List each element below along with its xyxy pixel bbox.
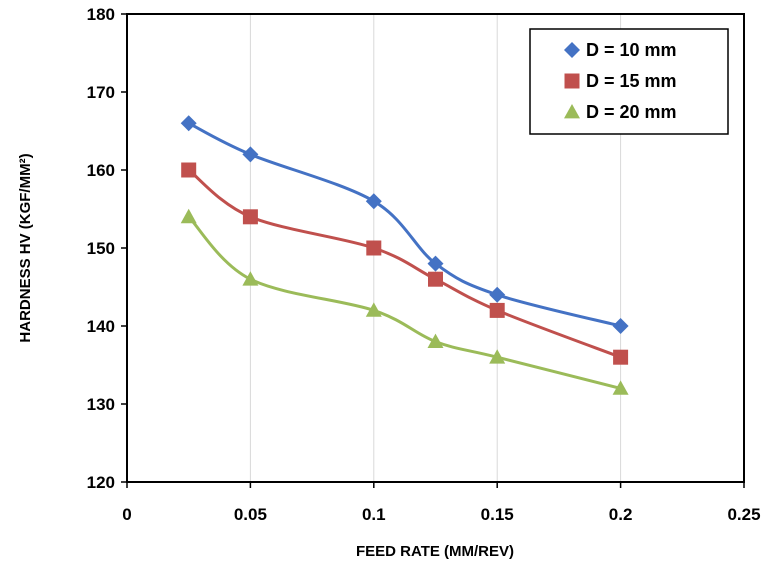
- series-square: [181, 162, 629, 365]
- y-tick-label: 120: [87, 473, 115, 492]
- legend-marker-diamond: [564, 42, 580, 58]
- data-point-diamond: [427, 255, 444, 272]
- x-tick-label: 0.1: [362, 505, 386, 524]
- data-point-diamond: [180, 115, 197, 132]
- data-point-diamond: [242, 146, 259, 163]
- legend-marker-square: [564, 73, 580, 89]
- x-tick-label: 0.05: [234, 505, 267, 524]
- data-point-triangle: [489, 349, 506, 364]
- data-point-diamond: [612, 318, 629, 334]
- legend-marker-triangle: [564, 104, 580, 119]
- data-point-triangle: [180, 208, 197, 224]
- x-tick-label: 0.25: [727, 505, 760, 524]
- series-triangle: [180, 208, 629, 395]
- legend: D = 10 mm D = 15 mm D = 20 mm: [529, 28, 729, 135]
- data-point-square: [366, 240, 382, 256]
- data-point-square: [181, 162, 197, 178]
- legend-label: D = 15 mm: [586, 71, 677, 91]
- data-point-square: [428, 271, 443, 287]
- data-point-triangle: [365, 302, 382, 317]
- data-point-square: [613, 349, 629, 365]
- series-line: [187, 168, 622, 359]
- legend-label: D = 10 mm: [586, 40, 677, 60]
- x-axis-ticks: 0 0.05 0.1 0.15 0.2 0.25: [122, 482, 761, 524]
- data-point-diamond: [365, 193, 382, 210]
- data-point-triangle: [242, 271, 259, 286]
- legend-label: D = 20 mm: [586, 102, 677, 122]
- y-tick-label: 130: [87, 395, 115, 414]
- data-point-triangle: [427, 333, 444, 348]
- series-diamond: [180, 115, 629, 334]
- y-tick-label: 150: [87, 239, 115, 258]
- data-point-square: [242, 209, 258, 225]
- y-tick-label: 160: [87, 161, 115, 180]
- y-axis-title: HARDNESS HV (KGF/MM²): [17, 153, 34, 342]
- y-axis-ticks: 120 130 140 150 160 170 180: [87, 5, 127, 492]
- series-line: [187, 215, 621, 390]
- x-tick-label: 0.15: [481, 505, 514, 524]
- y-tick-label: 170: [87, 83, 115, 102]
- x-tick-label: 0: [122, 505, 131, 524]
- legend-box: [529, 28, 729, 135]
- y-tick-label: 140: [87, 317, 115, 336]
- x-axis-title: FEED RATE (MM/REV): [356, 543, 514, 560]
- data-point-square: [489, 302, 505, 318]
- data-point-diamond: [489, 286, 506, 303]
- series-group: [180, 115, 629, 395]
- x-tick-label: 0.2: [609, 505, 633, 524]
- y-tick-label: 180: [87, 5, 115, 24]
- data-point-triangle: [612, 380, 629, 395]
